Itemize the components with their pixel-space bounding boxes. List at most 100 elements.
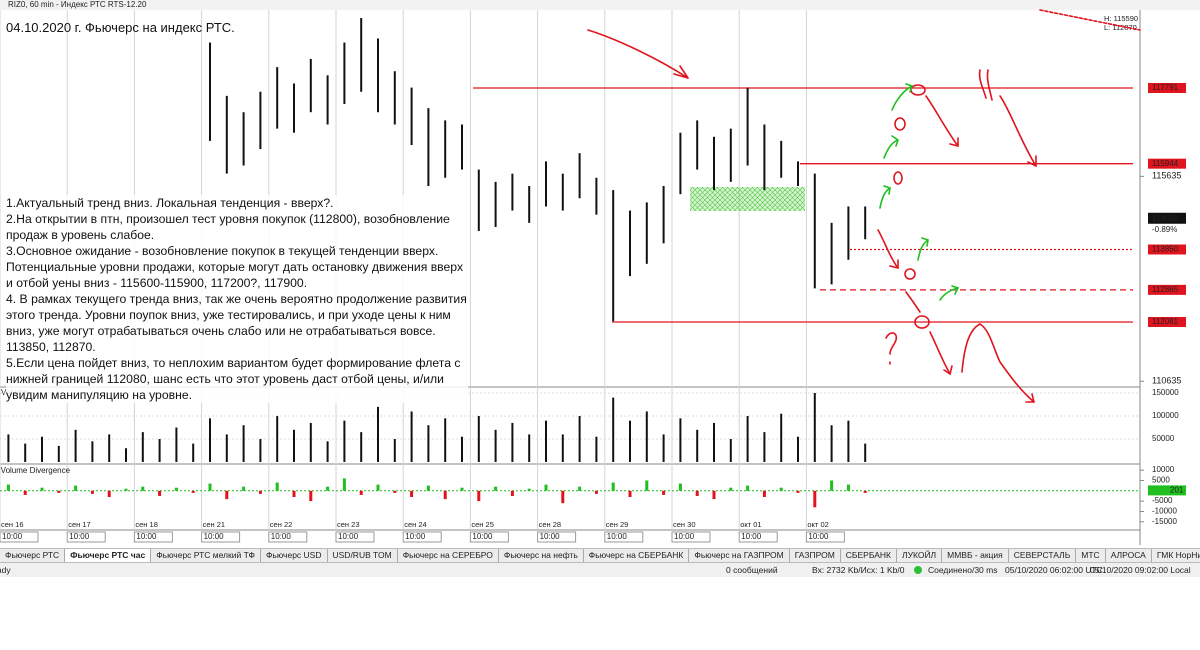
trend-line (1039, 9, 1141, 31)
y-tick-label: -10000 (1152, 507, 1177, 516)
divergence-bar (712, 490, 716, 500)
tab[interactable]: Фьючерс РТС мелкий ТФ (151, 549, 261, 563)
divergence-bar (460, 487, 464, 491)
date-label: сен 16 (1, 520, 24, 529)
time-box (268, 531, 308, 543)
time-box (0, 531, 39, 543)
time-box (201, 531, 241, 543)
last-value: 201 (1170, 485, 1184, 494)
tab[interactable]: Фьючерс на СБЕРБАНК (584, 549, 690, 563)
y-tick-label: -5000 (1152, 496, 1173, 505)
chart-title: 04.10.2020 г. Фьючерс на индекс РТС. (6, 20, 235, 35)
status-item: 0 сообщений (726, 565, 778, 575)
divergence-bar (830, 480, 834, 491)
divergence-bar (426, 485, 430, 491)
date-label: сен 28 (539, 520, 562, 529)
current-price: 114600 (1152, 214, 1179, 223)
divergence-bar (762, 490, 766, 497)
tab[interactable]: СБЕРБАНК (841, 549, 897, 563)
time-label: 10:00 (607, 532, 628, 541)
level-label-box (1148, 244, 1186, 255)
arrow (999, 95, 1037, 168)
date-label: сен 17 (68, 520, 91, 529)
high-low-label: L: 112870 (1104, 23, 1137, 32)
tab[interactable]: МТС (1076, 549, 1106, 563)
tab[interactable]: ГАЗПРОМ (790, 549, 841, 563)
arrow (883, 135, 899, 159)
divergence-bar (309, 490, 313, 502)
divergence-bar (40, 487, 44, 491)
date-label: сен 18 (135, 520, 158, 529)
divergence-bar (6, 484, 10, 491)
tab[interactable]: Фьючерс USD (261, 549, 328, 563)
tab[interactable]: АЛРОСА (1106, 549, 1152, 563)
time-label: 10:00 (69, 532, 90, 541)
level-label-box (1148, 82, 1186, 93)
date-label: сен 22 (270, 520, 293, 529)
tab[interactable]: СЕВЕРСТАЛЬ (1009, 549, 1077, 563)
time-label: 10:00 (472, 532, 493, 541)
hand-drawn-arrows (587, 9, 1141, 403)
status-item: Соединено/30 ms (928, 565, 998, 575)
divergence-bar (510, 490, 514, 496)
time-label: 10:00 (674, 532, 695, 541)
divergence-bar (292, 490, 296, 497)
level-label-box (1148, 284, 1186, 295)
time-box (335, 531, 375, 543)
level-label-box (1148, 158, 1186, 169)
arrow (877, 229, 899, 270)
divergence-bar (494, 486, 498, 491)
date-label: сен 25 (471, 520, 494, 529)
time-label: 10:00 (741, 532, 762, 541)
divergence-bar (410, 490, 414, 497)
tab[interactable]: USD/RUB TOM (328, 549, 398, 563)
tab[interactable]: Фьючерс РТС час (65, 549, 152, 563)
date-label: сен 24 (404, 520, 427, 529)
divergence-bar (611, 482, 615, 491)
price-axis-area (1140, 10, 1190, 546)
divergence-bar (578, 486, 582, 491)
y-tick-label: 115635 (1152, 171, 1181, 181)
divergence-bar (275, 482, 279, 491)
arrow (905, 291, 921, 313)
time-label: 10:00 (271, 532, 292, 541)
divergence-bar (242, 486, 246, 491)
note: 3.Основное ожидание - возобновление поку… (6, 244, 464, 290)
time-box (671, 531, 711, 543)
date-label: сен 23 (337, 520, 360, 529)
tab[interactable]: Фьючерс РТС (0, 549, 66, 563)
time-label: 10:00 (204, 532, 225, 541)
divergence-bar (107, 490, 111, 497)
divergence-bar (813, 490, 817, 508)
time-box (738, 531, 778, 543)
divergence-bar (779, 487, 783, 491)
tab[interactable]: ГМК НорНикель (1152, 549, 1200, 563)
date-label: окт 01 (740, 520, 761, 529)
divergence-bar (158, 490, 162, 496)
divergence-bar (796, 490, 800, 493)
tab[interactable]: ЛУКОЙЛ (897, 549, 943, 563)
question-mark (885, 332, 898, 365)
divergence-bar (527, 488, 531, 491)
level-label: 112081 (1152, 317, 1179, 326)
divergence-bar (90, 490, 94, 494)
tab[interactable]: ММВБ - акция (942, 549, 1009, 563)
arrow (929, 331, 953, 376)
y-tick-label: 50000 (1152, 434, 1175, 443)
tab[interactable]: Фьючерс на ГАЗПРОМ (689, 549, 790, 563)
date-label: сен 29 (606, 520, 629, 529)
time-box (469, 531, 509, 543)
tab[interactable]: Фьючерс на нефть (499, 549, 584, 563)
status-bar: Ready 0 сообщений Вх: 2732 Kb/Исх: 1 Kb/0 С… (0, 562, 1200, 577)
date-label: сен 21 (203, 520, 226, 529)
status-item: 05/10/2020 09:02:00 Local (1090, 565, 1191, 575)
divergence-bar (359, 490, 363, 495)
mark (978, 69, 993, 101)
tab[interactable]: Фьючерс на СЕРЕБРО (398, 549, 499, 563)
time-box (805, 531, 845, 543)
y-tick-label: 100000 (1152, 411, 1179, 420)
date-label: сен 30 (673, 520, 696, 529)
level-label: 117791 (1152, 83, 1179, 92)
